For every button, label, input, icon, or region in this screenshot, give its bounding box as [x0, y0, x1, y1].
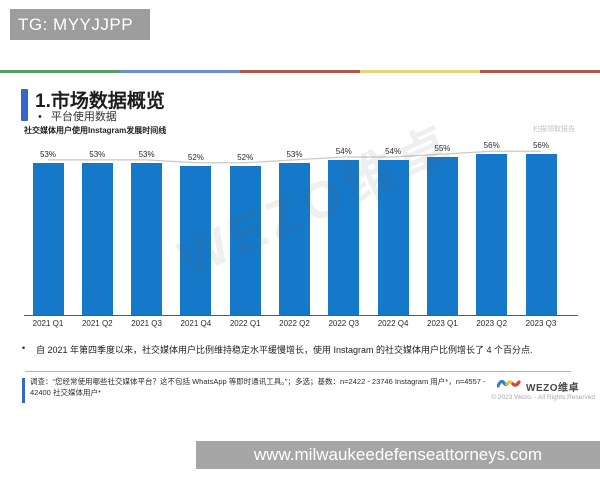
chart-bar-2021-q4 [180, 165, 212, 315]
divider-segment [240, 70, 360, 73]
chart-title: 社交媒体用户使用Instagram发展时间线 [24, 126, 167, 135]
x-axis-label: 2021 Q4 [180, 319, 212, 328]
footnote-accent-bar [22, 378, 25, 403]
chart-bar-2023-q2 [476, 154, 508, 315]
divider-segment [480, 70, 600, 73]
section-bullet: 平台使用数据 [38, 108, 117, 124]
page-title: 1.市场数据概览 [35, 91, 165, 112]
rainbow-divider [0, 70, 600, 73]
insight-text: 自 2021 年第四季度以来，社交媒体用户比例维持稳定水平缓慢增长，使用 Ins… [22, 343, 576, 356]
x-axis-label: 2022 Q3 [328, 319, 360, 328]
x-axis-line [24, 315, 578, 316]
chart-bar-2021-q2 [81, 162, 113, 315]
wezo-logo-text: WEZO维卓 [526, 382, 579, 394]
x-axis-label: 2021 Q1 [32, 319, 64, 328]
title-accent-bar [21, 89, 28, 121]
chart-bar-2022-q2 [279, 162, 310, 315]
bar-value-label: 53% [89, 149, 106, 159]
bar-value-label: 54% [335, 147, 352, 157]
wezo-watermark: WEZO维卓 [170, 115, 465, 290]
x-axis-label: 2023 Q1 [427, 319, 458, 328]
scan-report-hint: 扫描领取报告 [533, 126, 575, 133]
x-axis-label: 2022 Q4 [377, 319, 409, 328]
chart-bar-2021-q1 [32, 162, 64, 315]
divider-segment [360, 70, 480, 73]
divider-segment [120, 70, 240, 73]
x-axis-label: 2023 Q3 [525, 319, 557, 328]
survey-footnote: 调查：“您经常使用哪些社交媒体平台？这不包括 WhatsApp 等即时通讯工具。… [30, 377, 486, 397]
wezo-logo: WEZO维卓 [496, 377, 579, 395]
chart-bar-2022-q1 [229, 165, 261, 315]
copyright-text: © 2023 Wezo. - All Rights Reserved [491, 394, 595, 401]
bar-value-label: 56% [483, 141, 500, 151]
bar-value-label: 54% [385, 147, 402, 157]
wezo-logo-icon [496, 377, 523, 395]
chart-bar-2021-q3 [131, 162, 163, 315]
bar-value-label: 52% [237, 152, 254, 162]
x-axis-label: 2021 Q3 [131, 319, 162, 328]
bar-value-label: 56% [532, 141, 549, 151]
bar-value-label: 53% [138, 149, 155, 159]
chart-bar-2023-q1 [426, 157, 458, 315]
x-axis-label: 2022 Q2 [279, 319, 310, 328]
bar-value-label: 53% [39, 149, 56, 159]
footer-divider [25, 371, 571, 372]
chart-bar-2022-q3 [328, 160, 360, 315]
x-axis-label: 2021 Q2 [81, 319, 113, 328]
url-watermark-bar: www.milwaukeedefenseattorneys.com [196, 441, 600, 469]
divider-segment [0, 70, 120, 73]
chart-bar-2023-q3 [525, 154, 557, 315]
x-axis-label: 2023 Q2 [476, 319, 508, 328]
chart-bar-2022-q4 [377, 160, 409, 315]
bar-value-label: 52% [187, 152, 204, 162]
bar-value-label: 55% [434, 144, 451, 154]
bar-value-label: 53% [286, 149, 303, 159]
tg-watermark-badge: TG: MYYJJPP [10, 9, 150, 40]
x-axis-label: 2022 Q1 [229, 319, 261, 328]
